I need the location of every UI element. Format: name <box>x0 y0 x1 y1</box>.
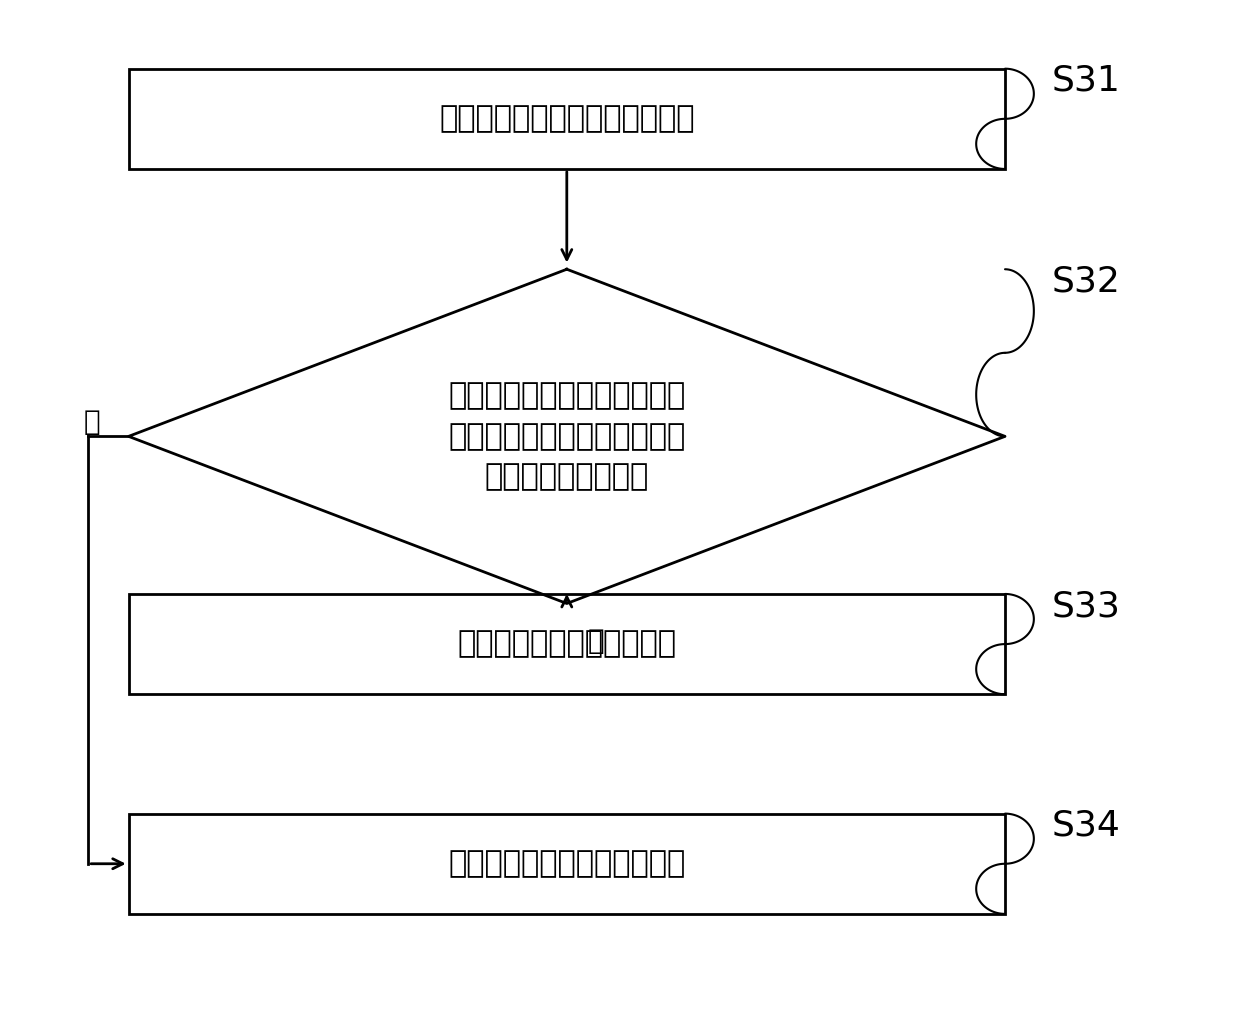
Bar <box>129 814 1004 914</box>
Bar <box>129 69 1004 169</box>
Text: S31: S31 <box>1052 64 1120 98</box>
Text: S34: S34 <box>1052 809 1120 843</box>
Text: S32: S32 <box>1052 264 1120 299</box>
Text: 智能面板获取霍尔元件检测的
磁通量判断磁通量的变化值是
否大于预设的变化值: 智能面板获取霍尔元件检测的 磁通量判断磁通量的变化值是 否大于预设的变化值 <box>448 381 686 492</box>
Text: 否: 否 <box>83 408 99 436</box>
Text: 智能面板的霍尔元件检测磁通量: 智能面板的霍尔元件检测磁通量 <box>439 105 694 133</box>
Text: 判定为有用户靠近智能面板: 判定为有用户靠近智能面板 <box>458 630 676 658</box>
Bar <box>129 594 1004 694</box>
Text: S33: S33 <box>1052 589 1120 623</box>
Text: 判定为没有用户靠近智能面板: 判定为没有用户靠近智能面板 <box>448 849 686 878</box>
Text: 是: 是 <box>588 628 604 655</box>
